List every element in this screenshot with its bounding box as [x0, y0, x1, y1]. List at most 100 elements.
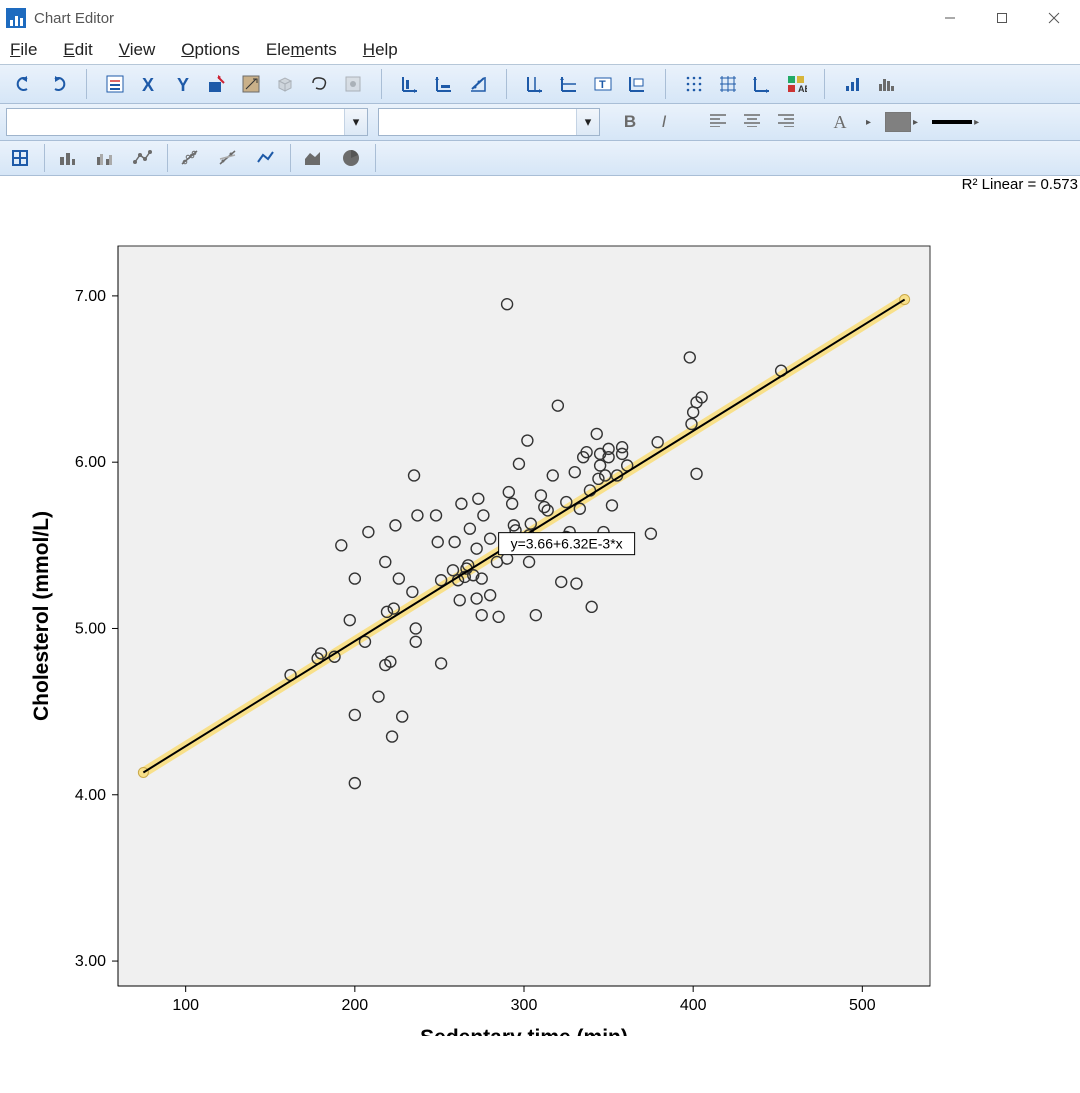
show-x-axis-icon: [399, 73, 421, 95]
show-y-axis-icon: [433, 73, 455, 95]
y-axis-title[interactable]: Cholesterol (mmol/L): [30, 511, 53, 721]
x-axis-button[interactable]: X: [135, 70, 163, 98]
area-button[interactable]: [299, 144, 327, 172]
sort-button[interactable]: [839, 70, 867, 98]
show-y-axis-button[interactable]: [430, 70, 458, 98]
y-tick-label: 4.00: [75, 787, 106, 804]
svg-text:AB: AB: [798, 84, 807, 94]
pie-icon: [340, 147, 362, 169]
y-tick-label: 3.00: [75, 953, 106, 970]
identify-icon: [342, 73, 364, 95]
svg-text:X: X: [142, 75, 154, 95]
toolbar-chart-types: [0, 141, 1080, 176]
fit-total-button[interactable]: [252, 144, 280, 172]
show-x-axis-button[interactable]: [396, 70, 424, 98]
align-center-button[interactable]: [742, 112, 762, 132]
element-selector-combo[interactable]: ▾: [6, 108, 368, 136]
x-tick-label: 500: [849, 997, 876, 1014]
fit-subgroups-button[interactable]: [214, 144, 242, 172]
menu-file[interactable]: File: [10, 40, 37, 60]
fit-scatter-icon: [179, 147, 201, 169]
x-axis-title[interactable]: Sedentary time (min): [420, 1026, 628, 1036]
y-ref-line-button[interactable]: [555, 70, 583, 98]
data-label-button[interactable]: [203, 70, 231, 98]
y-tick-label: 6.00: [75, 454, 106, 471]
text-box-icon: T: [592, 73, 614, 95]
grid-lines-icon: [717, 73, 739, 95]
line-style-button[interactable]: ▸: [932, 117, 979, 128]
title-bar: Chart Editor: [0, 0, 1080, 36]
chart-canvas[interactable]: R² Linear = 0.573 1002003004005003.004.0…: [0, 176, 1080, 1036]
data-label-icon: [206, 73, 228, 95]
y-ref-line-icon: [558, 73, 580, 95]
x-ref-line-button[interactable]: [521, 70, 549, 98]
x-tick-label: 300: [511, 997, 538, 1014]
redo-button[interactable]: [44, 70, 72, 98]
bin-element-button[interactable]: [6, 144, 34, 172]
fill-color-button[interactable]: ▸: [885, 112, 918, 132]
properties-button[interactable]: [101, 70, 129, 98]
line-markers-icon: [132, 147, 154, 169]
pie-button[interactable]: [337, 144, 365, 172]
identify-button[interactable]: [339, 70, 367, 98]
align-left-button[interactable]: [708, 112, 728, 132]
undo-button[interactable]: [10, 70, 38, 98]
chevron-down-icon: ▾: [344, 109, 367, 135]
hist-bins-icon: [876, 73, 898, 95]
undo-icon: [13, 73, 35, 95]
hide-grid-icon: [751, 73, 773, 95]
lasso-button[interactable]: [305, 70, 333, 98]
fit-line-icon: [467, 73, 489, 95]
toolbar-main: XY T AB: [0, 65, 1080, 104]
minimize-button[interactable]: [924, 0, 976, 36]
line-markers-button[interactable]: [129, 144, 157, 172]
toolbar-format: ▾ ▾ B I A▸ ▸ ▸: [0, 104, 1080, 141]
footnote-button[interactable]: [623, 70, 651, 98]
fit-scatter-button[interactable]: [176, 144, 204, 172]
properties-icon: [104, 73, 126, 95]
clustered-bar-button[interactable]: [91, 144, 119, 172]
align-right-button[interactable]: [776, 112, 796, 132]
window-title: Chart Editor: [34, 10, 114, 27]
fit-line-button[interactable]: [464, 70, 492, 98]
hide-grid-button[interactable]: [748, 70, 776, 98]
grid-dots-button[interactable]: [680, 70, 708, 98]
menu-edit[interactable]: Edit: [63, 40, 92, 60]
series-colors-button[interactable]: AB: [782, 70, 810, 98]
text-box-button[interactable]: T: [589, 70, 617, 98]
menu-elements[interactable]: Elements: [266, 40, 337, 60]
grid-dots-icon: [683, 73, 705, 95]
area-icon: [302, 147, 324, 169]
menu-view[interactable]: View: [119, 40, 156, 60]
maximize-button[interactable]: [976, 0, 1028, 36]
series-colors-icon: AB: [785, 73, 807, 95]
font-size-button[interactable]: A: [830, 112, 850, 133]
chevron-down-icon: ▾: [576, 109, 599, 135]
3d-rotate-button[interactable]: [271, 70, 299, 98]
hist-bins-button[interactable]: [873, 70, 901, 98]
equation-label: y=3.66+6.32E-3*x: [511, 536, 623, 552]
bold-button[interactable]: B: [620, 112, 640, 132]
menu-options[interactable]: Options: [181, 40, 240, 60]
y-axis-button[interactable]: Y: [169, 70, 197, 98]
transpose-icon: [240, 73, 262, 95]
clustered-bar-icon: [94, 147, 116, 169]
menu-help[interactable]: Help: [363, 40, 398, 60]
x-tick-label: 400: [680, 997, 707, 1014]
font-family-combo[interactable]: ▾: [378, 108, 600, 136]
lasso-icon: [308, 73, 330, 95]
y-tick-label: 7.00: [75, 288, 106, 305]
grid-lines-button[interactable]: [714, 70, 742, 98]
x-axis-icon: X: [138, 73, 160, 95]
y-tick-label: 5.00: [75, 620, 106, 637]
x-tick-label: 200: [341, 997, 368, 1014]
close-button[interactable]: [1028, 0, 1080, 36]
bin-element-icon: [9, 147, 31, 169]
transpose-button[interactable]: [237, 70, 265, 98]
italic-button[interactable]: I: [654, 112, 674, 132]
bar-icon: [56, 147, 78, 169]
y-axis-icon: Y: [172, 73, 194, 95]
x-ref-line-icon: [524, 73, 546, 95]
bar-button[interactable]: [53, 144, 81, 172]
app-icon: [6, 8, 26, 28]
